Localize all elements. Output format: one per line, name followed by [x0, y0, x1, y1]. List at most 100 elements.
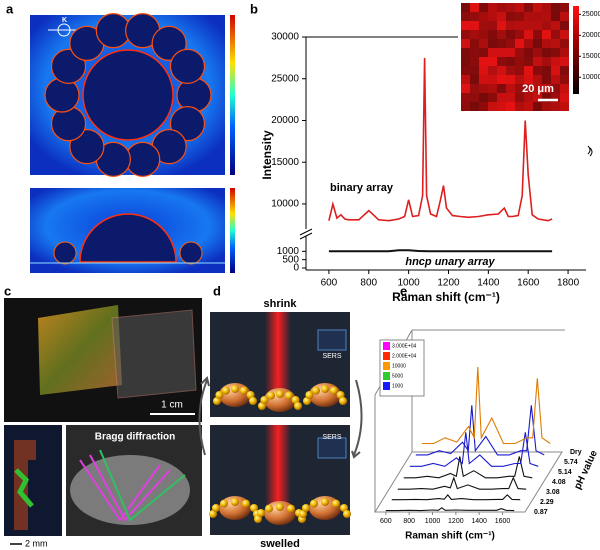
- colorbar-tick-label: 20000: [582, 32, 600, 39]
- map-cell: [497, 75, 506, 84]
- map-cell: [506, 84, 515, 93]
- bragg-label: Bragg diffraction: [95, 432, 176, 443]
- particle: [169, 48, 206, 84]
- small-particle: [294, 402, 302, 410]
- legend-label: 10000: [392, 363, 406, 369]
- x-tick-label: 800: [403, 518, 415, 525]
- map-cell: [524, 39, 533, 48]
- y-tick-label: 0: [293, 263, 299, 274]
- map-cell: [524, 21, 533, 30]
- map-cell: [533, 66, 542, 75]
- panel-label: c: [4, 283, 11, 298]
- map-cell: [533, 39, 542, 48]
- ray: [99, 449, 186, 522]
- map-cell: [488, 66, 497, 75]
- map-cell: [461, 30, 470, 39]
- map-cell: [560, 84, 569, 93]
- map-cell: [461, 75, 470, 84]
- map-cell: [479, 48, 488, 57]
- panel-c: 1 cm Bragg diffraction 2 mm: [4, 298, 202, 548]
- pattern: [14, 468, 34, 508]
- map-cell: [461, 57, 470, 66]
- map-cell: [524, 66, 533, 75]
- map-cell: [515, 3, 524, 12]
- map-cell: [560, 39, 569, 48]
- small-particle: [310, 499, 318, 508]
- map-cell: [488, 84, 497, 93]
- legend-label: 1000: [392, 383, 403, 389]
- small-particle: [301, 504, 310, 512]
- map-cell: [551, 84, 560, 93]
- small-particle: [250, 504, 259, 512]
- map-cell: [497, 84, 506, 93]
- scale-label: 2 mm: [25, 538, 48, 548]
- state-label: shrink: [263, 298, 297, 310]
- x-tick-label: 1200: [437, 278, 460, 289]
- ray: [79, 454, 171, 522]
- map-cell: [497, 30, 506, 39]
- small-particle: [276, 390, 284, 398]
- map-cell: [524, 30, 533, 39]
- map-cell: [533, 102, 542, 111]
- small-particle: [211, 504, 220, 512]
- small-particle: [321, 498, 329, 506]
- legend-label: 2.000E+04: [392, 353, 417, 359]
- map-cell: [506, 30, 515, 39]
- sers-label: SERS: [322, 353, 341, 360]
- small-particle: [267, 391, 275, 400]
- small-particle: [215, 391, 224, 399]
- film: [38, 305, 122, 395]
- x-tick-label: 1000: [398, 278, 421, 289]
- series-label: hncp unary array: [405, 256, 495, 268]
- map-cell: [551, 21, 560, 30]
- ph-label: Dry: [570, 449, 582, 456]
- colorbar: [573, 6, 579, 94]
- small-particle: [303, 397, 311, 405]
- map-cell: [533, 12, 542, 21]
- x-tick-label: 800: [360, 278, 377, 289]
- small-particle: [242, 499, 250, 508]
- axis-break: [587, 145, 593, 157]
- axis-break: [299, 232, 313, 240]
- arrowhead: [200, 376, 210, 387]
- small-particle: [209, 510, 217, 518]
- legend-swatch: [383, 352, 390, 360]
- legend-swatch: [383, 372, 390, 380]
- map-cell: [479, 75, 488, 84]
- map-cell: [551, 75, 560, 84]
- panel-label: e: [400, 283, 407, 298]
- map-cell: [497, 3, 506, 12]
- map-cell: [470, 48, 479, 57]
- map-cell: [524, 102, 533, 111]
- map-cell: [542, 93, 551, 102]
- map-cell: [551, 102, 560, 111]
- map-cell: [461, 102, 470, 111]
- map-cell: [479, 93, 488, 102]
- x-tick-label: 600: [380, 518, 392, 525]
- map-cell: [515, 30, 524, 39]
- map-cell: [533, 57, 542, 66]
- map-cell: [497, 21, 506, 30]
- map-cell: [488, 12, 497, 21]
- colorbar: [230, 15, 235, 175]
- map-cell: [515, 75, 524, 84]
- small-particle: [222, 386, 230, 395]
- scale-label: 1 cm: [161, 400, 183, 411]
- legend-swatch: [383, 362, 390, 370]
- arrow: [353, 379, 363, 456]
- map-cell: [470, 39, 479, 48]
- map-cell: [542, 30, 551, 39]
- map-cell: [515, 93, 524, 102]
- small-particle: [256, 509, 265, 517]
- particle-section: [79, 213, 177, 263]
- small-particle: [240, 386, 248, 395]
- map-cell: [497, 93, 506, 102]
- map-cell: [488, 3, 497, 12]
- particle: [82, 49, 174, 141]
- map-cell: [479, 84, 488, 93]
- map-cell: [461, 84, 470, 93]
- map-cell: [533, 3, 542, 12]
- y-tick-label: 20000: [271, 115, 299, 126]
- small-particle: [220, 499, 228, 508]
- small-particle: [291, 396, 300, 404]
